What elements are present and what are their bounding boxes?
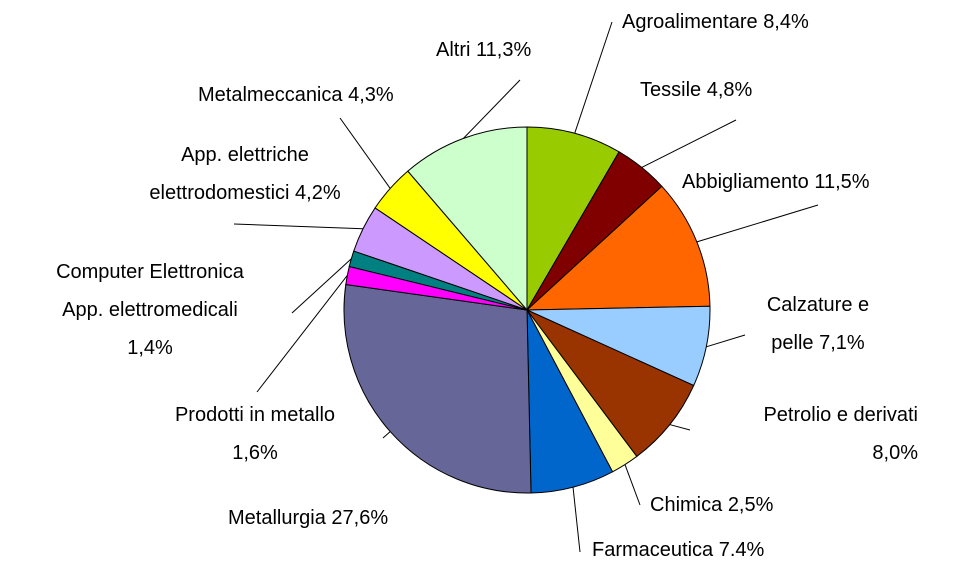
value-label: 2,5% bbox=[727, 494, 774, 516]
slice-label: Prodotti in metallo 1,6% bbox=[140, 396, 370, 472]
leader-line bbox=[463, 79, 521, 139]
category-name: App. elettriche elettrodomestici bbox=[149, 144, 309, 204]
leader-line bbox=[624, 464, 641, 506]
leader-line bbox=[339, 117, 391, 189]
slice-label: Altri 11,3% bbox=[436, 31, 531, 69]
category-name: Altri bbox=[436, 39, 471, 61]
leader-line bbox=[233, 223, 364, 230]
pie-slice bbox=[526, 126, 620, 312]
category-name: Petrolio e derivati bbox=[763, 404, 918, 426]
slice-label: Calzature e pelle 7,1% bbox=[740, 286, 896, 362]
leader-line bbox=[256, 275, 348, 393]
leader-line bbox=[574, 21, 613, 134]
category-name: Agroalimentare bbox=[622, 11, 758, 33]
slice-label: Tessile 4,8% bbox=[640, 71, 752, 109]
category-name: Prodotti in metallo bbox=[174, 404, 336, 426]
slice-label: App. elettriche elettrodomestici 4,2% bbox=[95, 136, 395, 212]
leader-line bbox=[572, 487, 581, 553]
value-label: 7.4% bbox=[718, 539, 765, 561]
pie-slice bbox=[525, 185, 711, 311]
category-name: Abbigliamento bbox=[682, 171, 809, 193]
value-label: 7,1% bbox=[819, 332, 865, 354]
value-label: 1,4% bbox=[127, 337, 173, 359]
slice-label: Chimica 2,5% bbox=[650, 486, 773, 524]
pie-slice bbox=[343, 283, 532, 494]
value-label: 4,2% bbox=[295, 182, 341, 204]
category-name: Chimica bbox=[650, 494, 723, 516]
value-label: 8,4% bbox=[763, 11, 809, 33]
value-label: 4,8% bbox=[706, 79, 753, 101]
slice-label: Petrolio e derivati 8,0% bbox=[690, 396, 918, 472]
category-name: Computer Elettronica App. elettromedical… bbox=[56, 261, 244, 321]
category-name: Farmaceutica bbox=[592, 539, 714, 561]
leader-line bbox=[382, 431, 391, 439]
leader-line bbox=[696, 204, 819, 243]
leader-line bbox=[706, 334, 746, 348]
category-name: Tessile bbox=[640, 79, 702, 101]
category-name: Metalmeccanica bbox=[198, 84, 343, 106]
value-label: 4,3% bbox=[348, 84, 394, 106]
category-name: Metallurgia bbox=[228, 507, 326, 529]
slice-label: Metallurgia 27,6% bbox=[228, 499, 388, 537]
value-label: 11,3% bbox=[476, 39, 532, 61]
value-label: 27,6% bbox=[331, 507, 389, 529]
value-label: 1,6% bbox=[232, 442, 278, 464]
slice-label: Agroalimentare 8,4% bbox=[622, 3, 809, 41]
slice-label: Computer Elettronica App. elettromedical… bbox=[10, 253, 290, 367]
slice-label: Farmaceutica 7.4% bbox=[592, 531, 764, 565]
pie-slice bbox=[526, 309, 695, 458]
category-name: Calzature e pelle bbox=[766, 294, 870, 354]
leader-line bbox=[291, 258, 352, 314]
value-label: 8,0% bbox=[872, 442, 918, 464]
value-label: 11,5% bbox=[814, 171, 870, 193]
leader-line bbox=[641, 119, 737, 168]
slice-label: Abbigliamento 11,5% bbox=[682, 163, 870, 201]
leader-line bbox=[669, 424, 691, 431]
slice-label: Metalmeccanica 4,3% bbox=[198, 76, 394, 114]
